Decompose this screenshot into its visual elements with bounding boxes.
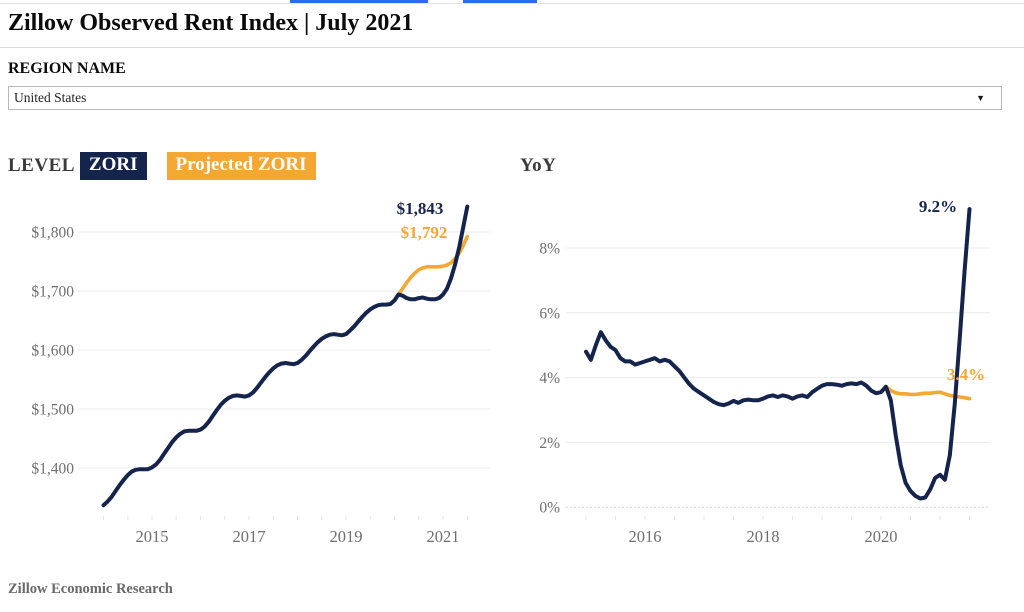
svg-text:$1,600: $1,600 [31,343,74,360]
svg-text:0%: 0% [539,500,560,517]
svg-text:$1,792: $1,792 [401,223,448,242]
svg-text:2021: 2021 [427,527,460,546]
svg-text:$1,500: $1,500 [31,402,74,419]
svg-text:2018: 2018 [747,527,780,546]
svg-text:6%: 6% [539,305,560,322]
yoy-chart-section: YoY 8% 6% 4% 2% 0% 2016 2018 2020 9.2% 3.4% [520,150,1024,555]
svg-text:9.2%: 9.2% [919,197,957,216]
svg-text:2016: 2016 [629,527,662,546]
yoy-chart: 8% 6% 4% 2% 0% 2016 2018 2020 9.2% 3.4% [539,197,990,546]
svg-text:2015: 2015 [136,527,169,546]
svg-text:2019: 2019 [330,527,363,546]
svg-text:8%: 8% [539,241,560,258]
region-select[interactable]: United States ▼ [8,86,1002,110]
level-chart: $1,800 $1,700 $1,600 $1,500 $1,400 2015 2017 20… [31,199,490,546]
legend-zori-badge: ZORI [79,152,147,180]
dropdown-arrow-icon: ▼ [976,93,985,103]
top-link-fragment-1[interactable] [290,0,428,3]
svg-text:3.4%: 3.4% [947,365,985,384]
region-name-label: REGION NAME [8,60,126,77]
svg-text:$1,700: $1,700 [31,284,74,301]
svg-text:$1,400: $1,400 [31,461,74,478]
title-divider [0,47,1024,48]
legend-projected-zori-badge: Projected ZORI [166,152,316,180]
top-divider [0,3,1024,4]
level-chart-header: LEVEL ZORI Projected ZORI [8,150,510,182]
yoy-chart-title: YoY [520,155,557,176]
yoy-chart-header: YoY [520,150,1024,182]
top-link-fragment-2[interactable] [463,0,537,3]
svg-text:2020: 2020 [865,527,898,546]
svg-text:$1,800: $1,800 [31,225,74,242]
level-chart-title: LEVEL [8,155,75,176]
footer-credit: Zillow Economic Research [8,581,173,597]
svg-text:2017: 2017 [233,527,266,546]
level-chart-section: LEVEL ZORI Projected ZORI $1,800 $1,700 $1… [8,150,510,555]
svg-text:$1,843: $1,843 [397,199,444,218]
svg-text:4%: 4% [539,370,560,387]
page-title: Zillow Observed Rent Index | July 2021 [8,10,414,36]
region-select-value: United States [14,90,87,105]
svg-text:2%: 2% [539,435,560,452]
